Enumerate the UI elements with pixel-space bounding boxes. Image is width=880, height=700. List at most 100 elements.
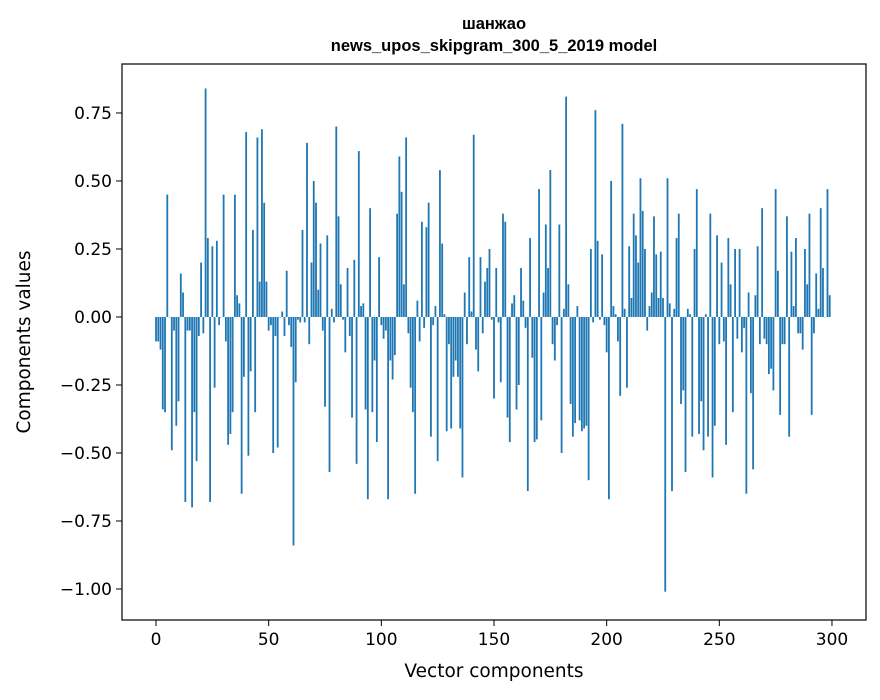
bar-component-67	[306, 143, 308, 317]
bar-component-191	[585, 317, 587, 426]
bar-component-278	[782, 317, 784, 344]
bar-component-162	[520, 268, 522, 317]
bar-component-292	[813, 317, 815, 333]
bar-component-47	[261, 129, 263, 317]
bar-component-296	[822, 268, 824, 317]
bar-component-86	[349, 317, 351, 336]
bar-component-90	[358, 151, 360, 317]
bar-component-50	[268, 317, 270, 331]
bar-component-290	[809, 214, 811, 317]
bar-component-291	[811, 317, 813, 415]
bar-component-147	[486, 268, 488, 317]
bar-component-127	[441, 244, 443, 317]
bar-component-115	[414, 317, 416, 494]
bar-component-161	[518, 317, 520, 385]
bar-component-177	[554, 317, 556, 361]
bar-component-160	[516, 317, 518, 409]
bar-component-97	[374, 317, 376, 361]
bar-component-190	[583, 317, 585, 429]
bar-component-51	[270, 317, 272, 325]
bar-component-233	[680, 317, 682, 404]
bar-component-263	[748, 292, 750, 316]
bar-component-114	[412, 317, 414, 412]
y-tick-label: −0.25	[60, 376, 112, 396]
bar-component-124	[435, 306, 437, 317]
bar-component-281	[788, 317, 790, 437]
bar-component-153	[500, 317, 502, 382]
bar-component-167	[531, 317, 533, 358]
bar-component-128	[444, 314, 446, 317]
bar-component-99	[378, 257, 380, 317]
bar-component-298	[827, 189, 829, 317]
bar-component-287	[802, 317, 804, 350]
bar-component-39	[243, 317, 245, 377]
bar-component-196	[597, 241, 599, 317]
bar-component-0	[155, 317, 157, 341]
x-tick-label: 50	[258, 630, 280, 650]
bar-component-141	[473, 135, 475, 317]
bar-component-277	[779, 317, 781, 415]
bar-component-246	[709, 214, 711, 317]
bar-component-63	[297, 317, 299, 320]
bar-component-218	[646, 317, 648, 331]
bar-component-144	[480, 257, 482, 317]
bar-component-36	[236, 295, 238, 317]
bar-component-139	[468, 257, 470, 317]
bar-component-223	[658, 298, 660, 317]
x-tick-label: 150	[478, 630, 510, 650]
bar-component-95	[369, 208, 371, 317]
bar-component-174	[547, 268, 549, 317]
bar-component-271	[766, 317, 768, 344]
bar-component-106	[394, 317, 396, 355]
bar-component-266	[754, 295, 756, 317]
bar-component-157	[509, 317, 511, 442]
bar-component-43	[252, 230, 254, 317]
bar-component-30	[223, 195, 225, 317]
bar-component-219	[649, 306, 651, 317]
bar-component-253	[725, 317, 727, 445]
bar-component-152	[498, 317, 500, 322]
bar-component-2	[160, 317, 162, 350]
bar-component-210	[628, 246, 630, 317]
bar-component-234	[682, 317, 684, 390]
bar-component-199	[604, 317, 606, 325]
bar-component-4	[164, 317, 166, 412]
bar-component-200	[606, 317, 608, 352]
bar-component-175	[549, 170, 551, 317]
bar-component-11	[180, 273, 182, 317]
bar-component-111	[405, 137, 407, 317]
bar-component-240	[696, 189, 698, 317]
bar-component-8	[173, 317, 175, 331]
bar-component-3	[162, 317, 164, 409]
bar-component-122	[430, 317, 432, 437]
bar-component-116	[416, 301, 418, 317]
y-tick-label: −0.50	[60, 444, 112, 464]
bar-component-224	[660, 252, 662, 317]
bar-component-294	[818, 309, 820, 317]
bar-component-145	[482, 317, 484, 333]
bar-component-231	[676, 238, 678, 317]
bar-component-131	[450, 317, 452, 429]
bar-component-5	[166, 195, 168, 317]
bar-component-202	[610, 181, 612, 317]
bar-component-45	[257, 137, 259, 317]
bar-component-205	[617, 317, 619, 341]
bar-component-66	[304, 317, 306, 322]
bar-component-289	[806, 284, 808, 317]
bar-component-276	[777, 271, 779, 317]
bar-component-101	[383, 317, 385, 339]
bar-component-125	[437, 317, 439, 461]
bar-component-108	[398, 156, 400, 316]
bar-component-242	[700, 317, 702, 401]
bar-component-104	[389, 317, 391, 361]
bar-component-126	[439, 170, 441, 317]
bar-component-48	[263, 203, 265, 317]
bar-component-158	[511, 303, 513, 317]
bar-component-94	[367, 317, 369, 499]
bar-component-248	[714, 317, 716, 426]
bar-component-225	[662, 298, 664, 317]
bar-component-265	[752, 317, 754, 469]
bar-component-58	[286, 271, 288, 317]
bar-component-93	[365, 317, 367, 409]
bar-component-137	[464, 292, 466, 316]
